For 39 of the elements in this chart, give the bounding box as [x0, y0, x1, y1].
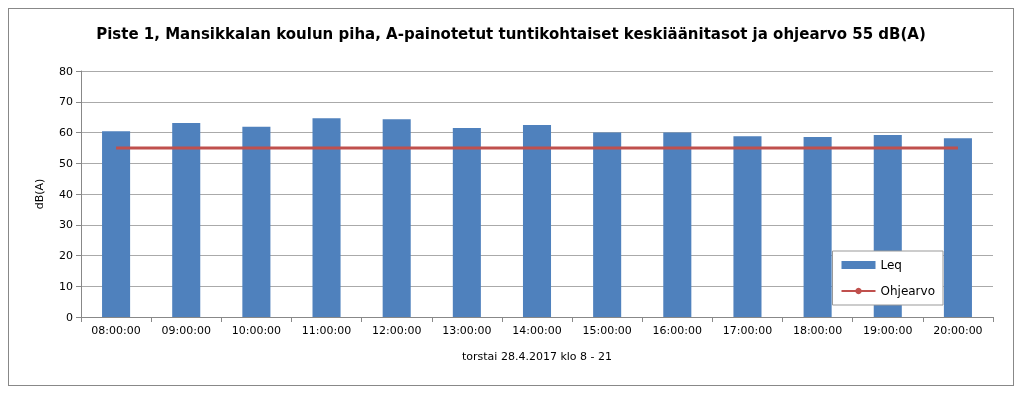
x-tick-label: 11:00:00	[301, 324, 352, 337]
bar	[312, 118, 341, 317]
y-tick-label: 20	[59, 249, 73, 262]
bar	[803, 137, 832, 317]
bar	[943, 138, 972, 317]
bar	[172, 122, 201, 317]
x-tick-label: 08:00:00	[91, 324, 141, 337]
bar	[452, 127, 481, 317]
bar	[522, 125, 552, 317]
x-tick-label: 18:00:00	[792, 324, 843, 337]
x-tick-label: 12:00:00	[371, 324, 422, 337]
y-tick-label: 60	[59, 126, 73, 139]
y-tick-label: 80	[59, 64, 73, 78]
bar	[102, 131, 131, 317]
x-tick-label: 16:00:00	[652, 324, 703, 337]
y-tick-label: 70	[59, 95, 73, 109]
x-tick-label: 14:00:00	[512, 324, 562, 337]
x-tick-label: 17:00:00	[722, 324, 773, 337]
x-tick-label: 19:00:00	[863, 324, 913, 337]
x-axis-title: torstai 28.4.2017 klo 8 - 21	[462, 350, 612, 363]
y-tick-label: 0	[66, 310, 73, 324]
y-tick-label: 30	[59, 218, 73, 232]
bar	[663, 132, 692, 317]
y-tick-label: 50	[59, 156, 73, 170]
y-tick-label: 10	[59, 279, 73, 293]
y-tick-label: 40	[59, 187, 73, 201]
x-tick-label: 20:00:00	[933, 324, 983, 337]
chart-title: Piste 1, Mansikkalan koulun piha, A-painotetut tuntikohtaiset keskiäänitasot ja ohjearvo 55 dB(A)	[96, 24, 926, 43]
x-tick-label: 09:00:00	[161, 324, 211, 337]
bar	[733, 136, 762, 317]
x-tick-label: 10:00:00	[231, 324, 282, 337]
legend-label: Leq	[880, 258, 902, 272]
y-axis-title: dB(A)	[33, 178, 46, 210]
bar	[593, 132, 622, 317]
bar	[242, 126, 271, 317]
x-tick-label: 13:00:00	[442, 324, 492, 337]
legend-label: Ohjearvo	[880, 284, 935, 298]
x-tick-label: 15:00:00	[582, 324, 632, 337]
bar	[382, 119, 411, 317]
